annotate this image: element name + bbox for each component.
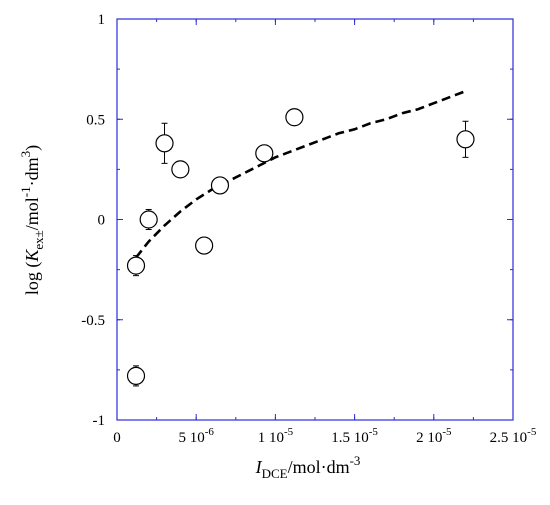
x-tick-label: 1.5 10-5 <box>331 426 378 446</box>
y-tick-label: 0.5 <box>86 112 105 128</box>
y-label-suffix: ) <box>22 145 43 151</box>
x-label-main: I <box>255 457 263 477</box>
data-point <box>285 108 304 127</box>
x-label-superscript: -3 <box>350 453 361 468</box>
y-label-main: K <box>22 249 42 263</box>
x-axis-label: IDCE/mol·dm-3 <box>255 453 361 481</box>
data-point <box>139 210 158 229</box>
x-label-units: /mol·dm <box>288 457 350 477</box>
data-point <box>171 160 190 179</box>
data-point <box>456 130 475 149</box>
y-label-superscript-2: 3 <box>18 151 33 158</box>
x-tick-label: 1 10-5 <box>258 426 294 446</box>
y-label-units: /mol <box>22 197 42 230</box>
fit-curve-dashed <box>134 89 466 259</box>
y-tick-label: 1 <box>98 12 106 28</box>
x-tick-label: 2 10-5 <box>416 426 452 446</box>
x-label-subscript: DCE <box>262 466 288 481</box>
y-label-superscript-1: -1 <box>18 186 33 197</box>
plot-frame <box>116 18 514 421</box>
y-label-units-2: ·dm <box>22 157 42 186</box>
y-label-subscript: ex± <box>31 230 46 249</box>
y-axis-label-text: log (Kex±/mol-1·dm3) <box>18 145 46 295</box>
data-point <box>155 134 174 153</box>
plot-layer: 0 5 10-6 1 10-5 1.5 10-5 2 10-5 2.5 10-5 -1 -0.… <box>81 12 537 446</box>
x-axis-label-text: IDCE/mol·dm-3 <box>255 453 361 481</box>
y-tick-label: 0 <box>98 213 106 229</box>
y-tick-label: -0.5 <box>81 313 105 329</box>
x-tick-label: 2.5 10-5 <box>490 426 537 446</box>
data-point <box>126 256 146 275</box>
x-tick-label: 5 10-6 <box>178 426 214 446</box>
data-point <box>210 176 230 195</box>
y-axis-label: log (Kex±/mol-1·dm3) <box>18 145 46 295</box>
data-point <box>195 236 214 255</box>
x-tick-label: 0 <box>113 430 121 446</box>
y-label-prefix: log ( <box>22 262 43 296</box>
data-point <box>255 144 274 163</box>
y-tick-label: -1 <box>93 413 106 429</box>
data-point <box>126 366 146 385</box>
